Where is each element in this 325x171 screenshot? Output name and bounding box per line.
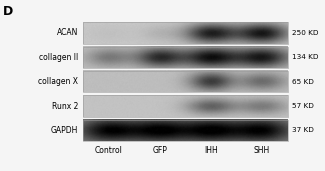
Text: Runx 2: Runx 2 [52,102,78,110]
Bar [83,22,288,44]
Text: Control: Control [95,146,123,155]
Text: GFP: GFP [152,146,167,155]
Text: ACAN: ACAN [57,28,78,37]
Text: IHH: IHH [204,146,218,155]
Text: GAPDH: GAPDH [51,126,78,135]
Text: collagen X: collagen X [38,77,78,86]
Bar [83,71,288,92]
Text: 65 KD: 65 KD [292,79,313,85]
Text: 57 KD: 57 KD [292,103,313,109]
Text: collagen II: collagen II [39,53,78,62]
Bar [83,95,288,117]
Text: D: D [3,5,14,18]
Text: 134 KD: 134 KD [292,54,318,60]
Text: 37 KD: 37 KD [292,127,313,133]
Bar [83,120,288,141]
Text: 250 KD: 250 KD [292,30,318,36]
Text: SHH: SHH [254,146,270,155]
Bar [83,47,288,68]
